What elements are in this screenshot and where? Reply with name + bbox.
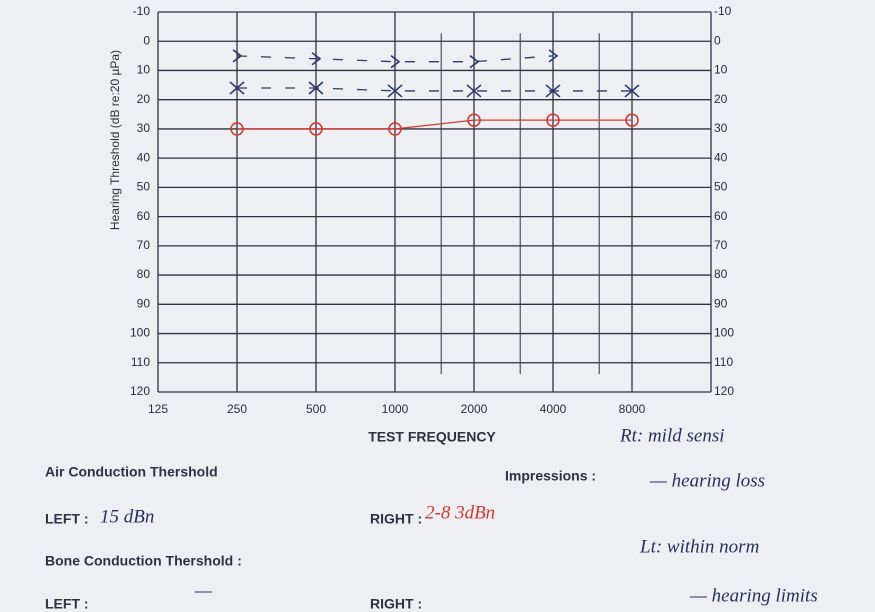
y-tick-label: -10	[133, 4, 151, 18]
impression-line: — hearing limits	[689, 585, 818, 606]
y2-tick-label: 0	[714, 33, 721, 47]
x-tick-label: 8000	[619, 402, 646, 416]
impressions-label: Impressions :	[505, 468, 596, 484]
y-tick-label: 50	[137, 180, 151, 194]
y-tick-label: 60	[137, 209, 151, 223]
impression-line: — hearing loss	[649, 470, 765, 491]
y-tick-label: 100	[130, 326, 150, 340]
x-tick-label: 2000	[461, 402, 488, 416]
right-label: RIGHT :	[370, 511, 422, 527]
impression-line: Rt: mild sensi	[619, 425, 725, 446]
x-tick-label: 500	[306, 402, 326, 416]
y2-tick-label: 70	[714, 238, 728, 252]
impression-line: Lt: within norm	[639, 536, 759, 557]
y-tick-label: 110	[131, 355, 150, 369]
left-value: 15 dBn	[100, 506, 154, 527]
y-tick-label: 10	[137, 63, 151, 77]
page: {"chart_data": {"type": "audiogram", "y_…	[0, 0, 875, 612]
y2-tick-label: 100	[714, 326, 734, 340]
y2-tick-label: 80	[714, 267, 728, 281]
y2-tick-label: 90	[714, 296, 728, 310]
y2-tick-label: 10	[714, 63, 728, 77]
y-axis-label: Hearing Threshold (dB re:20 µPa)	[108, 50, 122, 230]
y-tick-label: 70	[137, 238, 151, 252]
y-tick-label: 90	[137, 296, 151, 310]
y2-tick-label: 60	[714, 209, 728, 223]
bone-title: Bone Conduction Thershold :	[45, 553, 242, 569]
y-tick-label: 40	[137, 150, 151, 164]
y-tick-label: 80	[137, 267, 151, 281]
air-title: Air Conduction Thershold	[45, 464, 218, 480]
x-tick-label: 1000	[382, 402, 409, 416]
y2-tick-label: 120	[714, 384, 734, 398]
left-label: LEFT :	[45, 511, 89, 527]
x-tick-label: 250	[227, 402, 247, 416]
audiogram-sheet: Hearing Threshold (dB re:20 µPa) TEST FR…	[0, 0, 875, 612]
y2-tick-label: 40	[714, 150, 728, 164]
y2-tick-label: 20	[714, 92, 728, 106]
y-tick-label: 20	[137, 92, 151, 106]
y-tick-label: 0	[143, 33, 150, 47]
left-label: LEFT :	[45, 596, 89, 612]
y2-tick-label: 30	[714, 121, 728, 135]
y2-tick-label: -10	[714, 4, 732, 18]
y-tick-label: 120	[130, 384, 150, 398]
left-value: —	[194, 580, 212, 601]
x-axis-label: TEST FREQUENCY	[368, 429, 496, 445]
x-tick-label: 125	[148, 402, 168, 416]
right-label: RIGHT :	[370, 596, 422, 612]
y2-tick-label: 50	[714, 180, 728, 194]
y-tick-label: 30	[137, 121, 151, 135]
right-value: 2-8 3dBn	[425, 502, 495, 523]
x-tick-label: 4000	[540, 402, 567, 416]
y2-tick-label: 110	[714, 355, 733, 369]
